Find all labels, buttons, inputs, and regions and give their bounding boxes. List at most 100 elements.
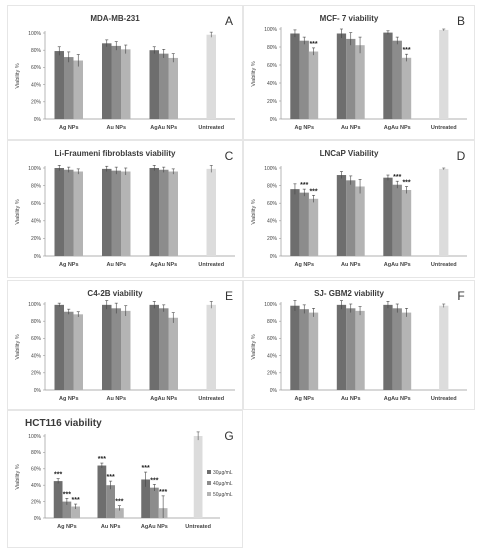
y-tick-label: 80% (31, 183, 42, 189)
bar-series1 (97, 465, 107, 518)
bar-series2 (64, 311, 74, 390)
y-axis-label: Viability % (15, 334, 21, 359)
bar-series1 (53, 481, 63, 518)
bar-series2 (150, 487, 159, 518)
significance-stars: *** (107, 474, 115, 481)
x-tick-label: Au NPs (341, 125, 361, 131)
x-tick-label: AgAu NPs (384, 396, 411, 402)
x-tick-label: AgAu NPs (384, 125, 411, 131)
bar-untreated (193, 436, 203, 518)
y-tick-label: 0% (34, 516, 42, 522)
bar-series3 (355, 186, 365, 256)
y-tick-label: 20% (31, 236, 42, 242)
y-tick-label: 60% (267, 63, 278, 69)
y-tick-label: 80% (267, 319, 278, 325)
y-tick-label: 20% (267, 99, 278, 105)
legend-swatch (207, 481, 211, 485)
y-tick-label: 40% (267, 81, 278, 87)
significance-stars: *** (98, 456, 106, 463)
significance-stars: *** (150, 477, 158, 484)
bar-series3 (71, 506, 80, 518)
x-tick-label: Au NPs (106, 396, 126, 402)
bar-series1 (149, 50, 159, 120)
bar-series3 (73, 314, 83, 390)
bar-series3 (308, 312, 319, 390)
bar-series2 (159, 53, 169, 119)
bar-series2 (346, 38, 356, 119)
bar-untreated (439, 29, 449, 119)
significance-stars: *** (115, 499, 123, 506)
legend-label: 50µg/mL (213, 492, 233, 498)
bar-series3 (121, 171, 131, 256)
chart-panel-g: HCT116 viability G Viability % 0% 20% 40% 60% 8… (7, 410, 243, 548)
y-axis-label: Viability % (251, 199, 257, 224)
bar-series3 (168, 57, 178, 119)
bar-untreated (206, 34, 216, 119)
chart-title: SJ- GBM2 viability (314, 289, 384, 298)
x-tick-label: Au NPs (341, 396, 361, 402)
y-tick-label: 100% (28, 166, 41, 172)
significance-stars: *** (300, 182, 308, 189)
bar-series2 (392, 308, 402, 390)
x-tick-label: Ag NPs (59, 396, 79, 402)
significance-stars: *** (309, 41, 317, 48)
chart-title: LNCaP Viability (320, 149, 379, 158)
y-tick-label: 20% (31, 499, 42, 505)
bar-series1 (336, 33, 347, 119)
legend-swatch (207, 492, 211, 496)
chart-panel-a: MDA-MB-231 A Viability % 0% 20% 40% 60% 80% 100%… (7, 5, 243, 140)
bar-series2 (64, 57, 74, 119)
bar-series3 (401, 190, 412, 256)
bar-series3 (73, 60, 83, 119)
bar-series1 (102, 43, 112, 119)
chart-panel-d: LNCaP Viability D Viability % 0% 20% 40% 60% 80… (243, 140, 475, 278)
y-tick-label: 60% (267, 201, 278, 207)
x-tick-label: AgAu NPs (141, 524, 168, 530)
bar-series3 (73, 171, 83, 256)
y-axis-label: Viability % (15, 464, 21, 489)
bar-series1 (383, 304, 393, 390)
x-tick-label: Au NPs (106, 125, 126, 131)
y-tick-label: 100% (264, 27, 277, 33)
bar-series1 (336, 175, 347, 256)
y-tick-label: 40% (31, 82, 42, 88)
bar-series3 (168, 171, 178, 256)
x-tick-label: Untreated (198, 125, 224, 131)
significance-stars: *** (159, 489, 167, 496)
x-tick-label: Untreated (431, 396, 457, 402)
y-axis-label: Viability % (15, 199, 21, 224)
x-tick-label: Au NPs (106, 262, 126, 268)
bar-series2 (62, 501, 72, 518)
bar-series3 (401, 57, 412, 119)
x-tick-label: AgAu NPs (150, 125, 177, 131)
bar-series2 (64, 169, 74, 256)
panel-frame (243, 280, 475, 410)
significance-stars: *** (402, 47, 410, 54)
bar-series1 (54, 51, 64, 120)
x-tick-label: AgAu NPs (150, 262, 177, 268)
x-tick-label: Untreated (198, 262, 224, 268)
significance-stars: *** (72, 497, 80, 504)
chart-panel-c: Li-Fraumeni fibroblasts viability C Viabil… (7, 140, 243, 278)
bar-series2 (346, 308, 356, 390)
x-tick-label: Untreated (198, 396, 224, 402)
y-tick-label: 100% (28, 31, 41, 37)
y-tick-label: 80% (31, 319, 42, 325)
bar-untreated (206, 304, 216, 390)
chart-panel-f: SJ- GBM2 viability F Viability % 0% 20% 40% 60… (243, 280, 475, 410)
y-tick-label: 0% (270, 388, 278, 394)
y-tick-label: 40% (267, 353, 278, 359)
bar-series3 (308, 198, 319, 256)
chart-title: HCT116 viability (25, 418, 102, 429)
chart-title: Li-Fraumeni fibroblasts viability (55, 149, 176, 158)
bar-series2 (346, 180, 356, 256)
y-tick-label: 100% (28, 434, 41, 440)
bar-series1 (290, 305, 300, 390)
chart-title: C4-2B viability (87, 289, 143, 298)
significance-stars: *** (142, 465, 150, 472)
x-tick-label: Ag NPs (59, 125, 79, 131)
legend-label: 40µg/mL (213, 481, 233, 487)
chart-title: MDA-MB-231 (90, 14, 140, 23)
panel-letter: G (224, 429, 233, 443)
